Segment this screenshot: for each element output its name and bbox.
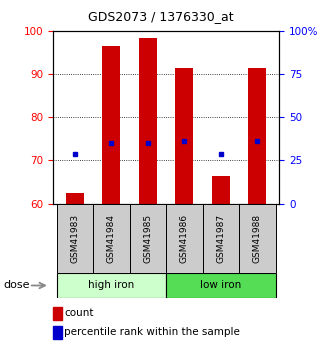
Bar xyxy=(239,204,276,273)
Text: low iron: low iron xyxy=(200,280,241,290)
Text: count: count xyxy=(64,308,93,318)
Text: GSM41984: GSM41984 xyxy=(107,214,116,263)
Text: GSM41988: GSM41988 xyxy=(253,214,262,263)
Bar xyxy=(166,204,203,273)
Bar xyxy=(56,273,166,298)
Bar xyxy=(166,273,276,298)
Text: GDS2073 / 1376330_at: GDS2073 / 1376330_at xyxy=(88,10,233,23)
Bar xyxy=(139,38,157,204)
Text: percentile rank within the sample: percentile rank within the sample xyxy=(64,327,240,337)
Text: high iron: high iron xyxy=(88,280,134,290)
Text: GSM41987: GSM41987 xyxy=(216,214,225,263)
Bar xyxy=(53,326,63,338)
Text: GSM41986: GSM41986 xyxy=(180,214,189,263)
Bar xyxy=(93,204,130,273)
Bar xyxy=(53,307,63,319)
Bar xyxy=(203,204,239,273)
Text: dose: dose xyxy=(3,280,30,290)
Bar xyxy=(66,193,84,204)
Bar xyxy=(130,204,166,273)
Text: GSM41983: GSM41983 xyxy=(70,214,79,263)
Bar xyxy=(212,176,230,204)
Bar xyxy=(56,204,93,273)
Text: GSM41985: GSM41985 xyxy=(143,214,152,263)
Bar xyxy=(102,46,120,204)
Bar xyxy=(248,68,266,204)
Bar xyxy=(175,68,194,204)
